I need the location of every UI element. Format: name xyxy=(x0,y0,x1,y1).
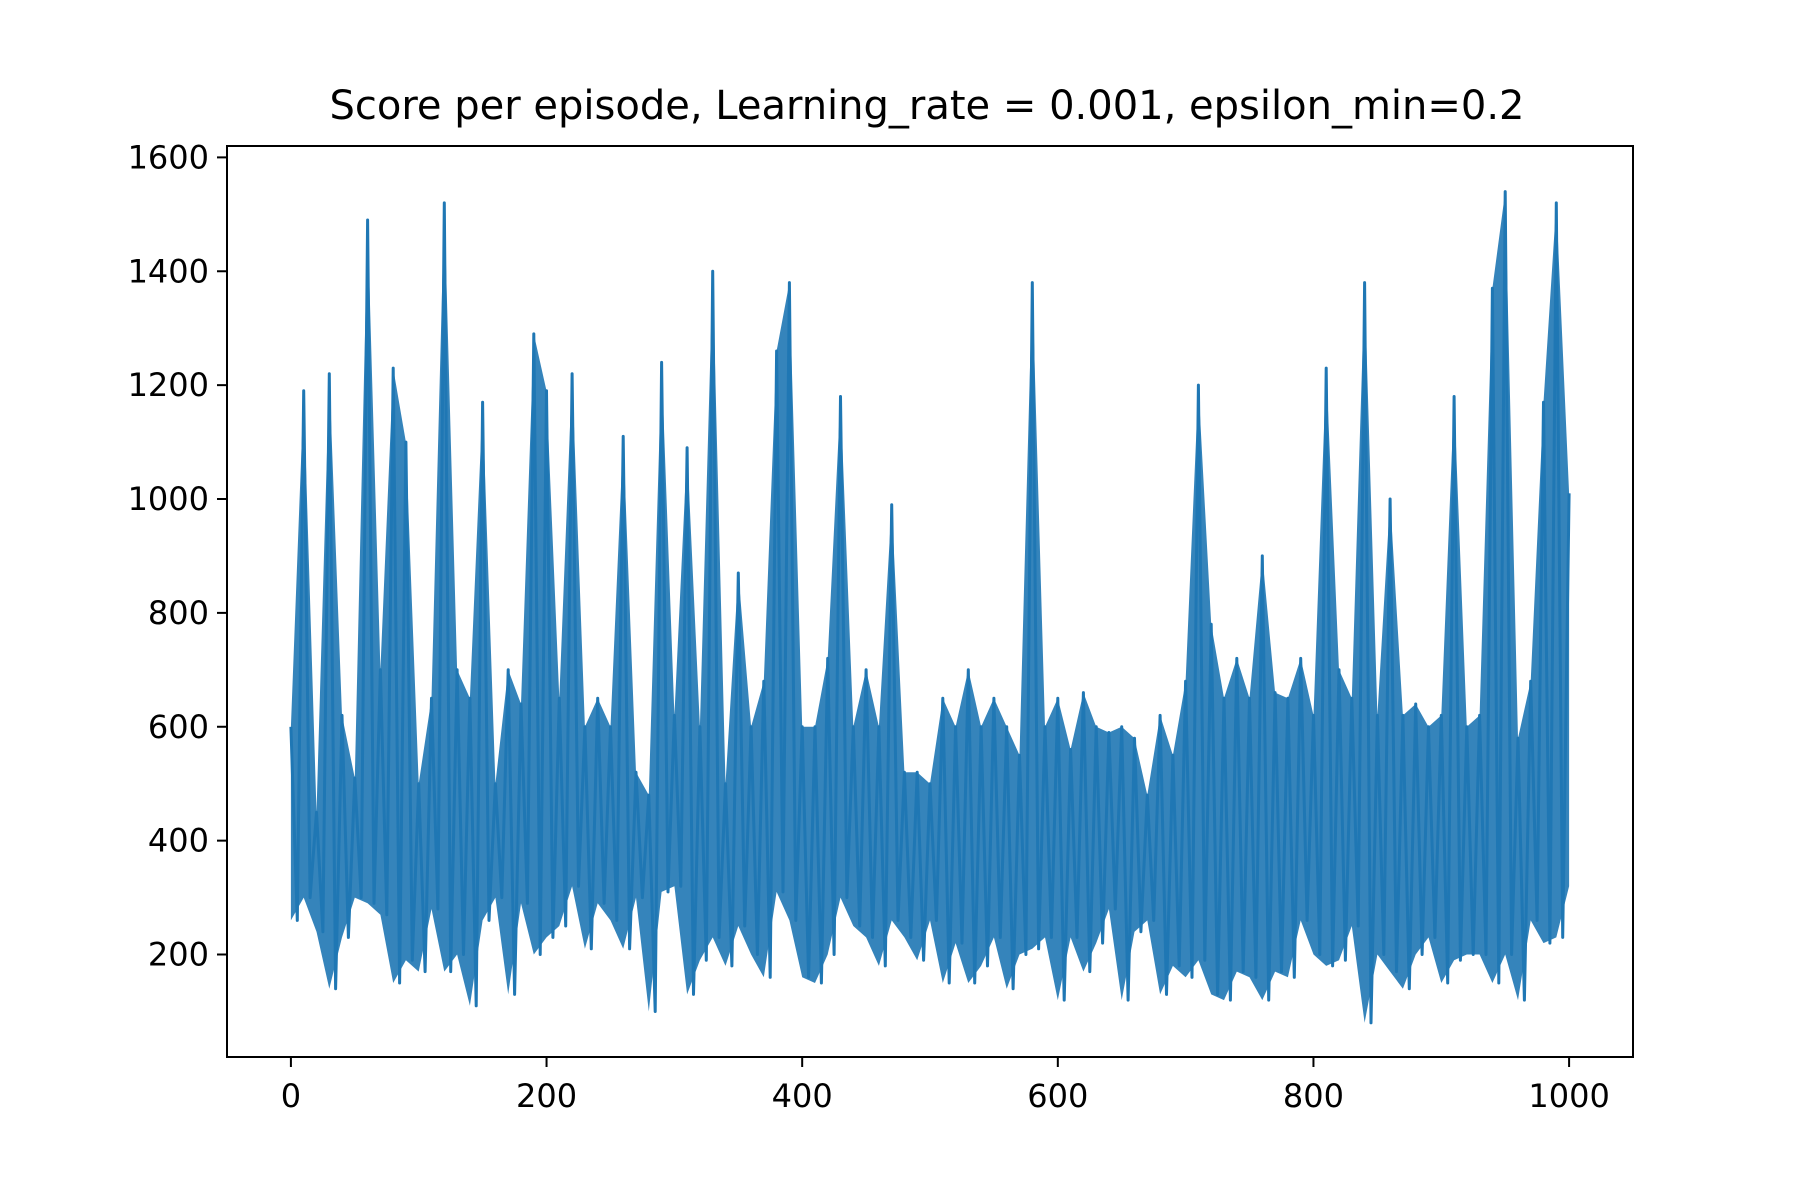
y-tick-label: 200 xyxy=(148,936,209,974)
y-tick-label: 600 xyxy=(148,708,209,746)
x-tick-label: 400 xyxy=(772,1077,833,1115)
series-line xyxy=(289,190,1571,1025)
y-tick-label: 400 xyxy=(148,822,209,860)
x-tick-label: 0 xyxy=(281,1077,301,1115)
y-tick-label: 1400 xyxy=(128,252,209,290)
x-tick-label: 200 xyxy=(516,1077,577,1115)
axes-frame xyxy=(226,145,1634,1058)
y-tick-label: 1600 xyxy=(128,138,209,176)
plot-area xyxy=(289,190,1571,1025)
y-tick-label: 1200 xyxy=(128,366,209,404)
y-axis: 200 400 600 800 1000 1200 1400 1600 xyxy=(128,138,227,974)
x-tick-label: 800 xyxy=(1283,1077,1344,1115)
y-tick-label: 1000 xyxy=(128,480,209,518)
series-band xyxy=(290,191,1570,1023)
x-tick-label: 1000 xyxy=(1528,1077,1609,1115)
x-tick-label: 600 xyxy=(1027,1077,1088,1115)
y-tick-label: 800 xyxy=(148,594,209,632)
x-axis: 0 200 400 600 800 1000 xyxy=(281,1057,1610,1115)
chart-title: Score per episode, Learning_rate = 0.001… xyxy=(330,83,1525,129)
